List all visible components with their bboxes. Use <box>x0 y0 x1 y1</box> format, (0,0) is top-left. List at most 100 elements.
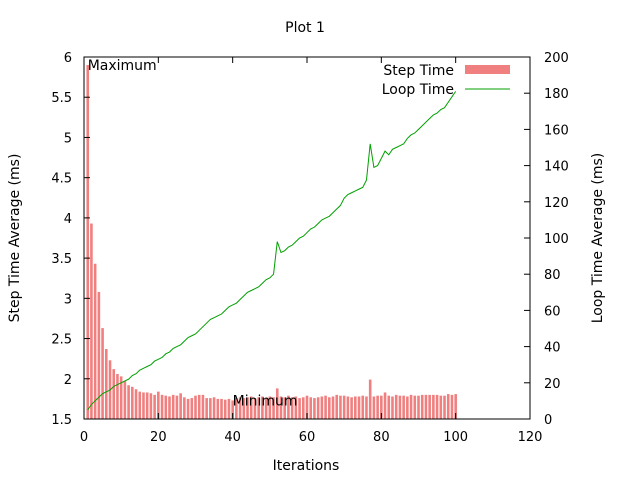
legend-step-time-label: Step Time <box>383 63 454 79</box>
legend-step-time-swatch <box>465 65 510 74</box>
annotation-label: Maximum <box>88 58 157 74</box>
y2-tick-label: 40 <box>544 341 561 356</box>
step-time-bar <box>116 373 119 419</box>
step-time-bar <box>112 369 116 419</box>
step-time-bar <box>190 398 194 419</box>
step-time-bar <box>201 394 205 419</box>
step-time-bar <box>93 263 97 419</box>
step-time-bar <box>309 397 313 419</box>
step-time-bar <box>275 388 279 419</box>
step-time-bar <box>86 65 90 419</box>
x-tick-label: 40 <box>224 430 241 445</box>
step-time-bar <box>420 394 424 419</box>
step-time-bar <box>90 223 93 419</box>
y-tick-label: 4 <box>64 212 72 227</box>
y-tick-label: 6 <box>64 51 72 66</box>
step-time-bar <box>402 395 405 419</box>
step-time-bar <box>171 394 175 419</box>
step-time-bar <box>160 394 164 419</box>
y2-tick-label: 60 <box>544 304 561 319</box>
step-time-bar <box>350 397 353 419</box>
step-time-bar <box>179 393 182 419</box>
y-tick-label: 2.5 <box>51 333 72 348</box>
step-time-bar <box>320 396 324 419</box>
step-time-bar <box>127 385 130 419</box>
step-time-bar <box>279 396 283 419</box>
step-time-bar <box>246 397 249 419</box>
step-time-bar <box>101 328 104 419</box>
legend-loop-time-label: Loop Time <box>382 82 454 98</box>
y2-tick-label: 120 <box>544 196 569 211</box>
y-axis-label: Step Time Average (ms) <box>7 154 23 323</box>
step-time-bar <box>406 396 409 419</box>
y-tick-label: 5.5 <box>51 91 72 106</box>
step-time-bars <box>86 65 457 419</box>
y2-tick-label: 200 <box>544 51 569 66</box>
step-time-bar <box>409 394 413 419</box>
step-time-bar <box>324 395 327 419</box>
step-time-bar <box>257 397 260 419</box>
x-tick-label: 60 <box>299 430 316 445</box>
loop-time-line <box>87 91 457 411</box>
step-time-bar <box>361 395 365 419</box>
step-time-bar <box>209 398 212 419</box>
step-time-bar <box>446 394 450 419</box>
step-time-bar <box>168 396 171 419</box>
step-time-bar <box>287 395 290 419</box>
step-time-bar <box>354 396 357 419</box>
y-tick-label: 2 <box>64 373 72 388</box>
y-tick-label: 1.5 <box>51 413 72 428</box>
step-time-bar <box>376 395 379 419</box>
y2-tick-label: 20 <box>544 377 561 392</box>
legend: Step Time Loop Time <box>382 63 510 98</box>
step-time-bar <box>105 349 108 419</box>
step-time-bar <box>138 391 142 419</box>
step-time-bar <box>231 400 234 419</box>
step-time-bar <box>413 395 417 419</box>
y-tick-label: 3.5 <box>51 252 72 267</box>
step-time-bar <box>220 398 223 419</box>
y-tick-label: 3 <box>64 292 72 307</box>
step-time-bar <box>134 389 138 419</box>
loop-time-line-group <box>87 91 457 411</box>
step-time-bar <box>242 398 246 419</box>
step-time-bar <box>346 396 350 419</box>
step-time-bar <box>223 399 227 419</box>
step-time-bar <box>97 291 101 419</box>
step-time-bar <box>365 396 368 419</box>
step-time-bar <box>145 392 149 419</box>
step-time-bar <box>264 398 268 419</box>
step-time-bar <box>342 395 346 419</box>
step-time-bar <box>432 394 435 419</box>
x-axis-label: Iterations <box>273 458 340 474</box>
step-time-bar <box>268 396 272 419</box>
step-time-bar <box>443 395 446 419</box>
step-time-bar <box>298 398 301 419</box>
step-time-bar <box>294 396 298 419</box>
x-tick-label: 100 <box>443 430 468 445</box>
y2-tick-label: 100 <box>544 232 569 247</box>
annotation-label: Minimum <box>233 393 298 409</box>
step-time-bar <box>391 396 394 419</box>
step-time-bar <box>175 395 179 419</box>
step-time-bar <box>272 397 275 419</box>
step-time-bar <box>417 395 420 419</box>
step-time-bar <box>164 395 168 419</box>
step-time-bar <box>339 395 342 419</box>
step-time-bar <box>205 398 208 419</box>
step-time-bar <box>283 397 286 419</box>
step-time-bar <box>142 392 145 419</box>
step-time-bar <box>305 395 309 419</box>
y2-axis-ticks: 0 20 40 60 80 100 120 140 160 180 200 <box>524 51 569 428</box>
step-time-bar <box>157 391 160 419</box>
x-tick-label: 20 <box>150 430 167 445</box>
chart-title: Plot 1 <box>285 20 325 36</box>
step-time-bar <box>394 394 398 419</box>
step-time-bar <box>131 386 134 419</box>
step-time-bar <box>428 394 431 419</box>
step-time-bar <box>372 396 376 419</box>
y2-tick-label: 160 <box>544 123 569 138</box>
step-time-bar <box>197 394 201 419</box>
x-tick-label: 120 <box>518 430 543 445</box>
